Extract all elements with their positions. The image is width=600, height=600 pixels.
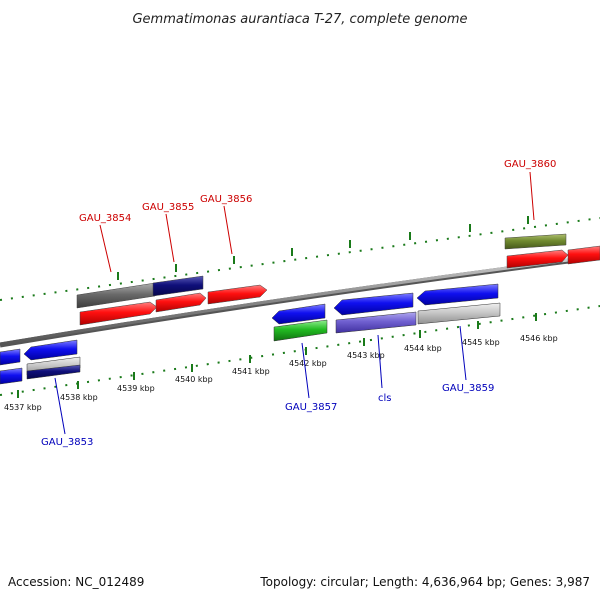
cds-gau-3859[interactable]: [416, 283, 499, 306]
label-gau-3855[interactable]: GAU_3855: [142, 202, 194, 213]
topology-text: Topology: circular; Length: 4,636,964 bp…: [259, 575, 590, 589]
cds-left-fragment-2[interactable]: [0, 367, 23, 385]
forward-gene-labels: GAU_3854 GAU_3855 GAU_3856 GAU_3860: [79, 159, 556, 273]
feature-cls-bar[interactable]: [335, 311, 417, 334]
label-gau-3859[interactable]: GAU_3859: [442, 383, 494, 394]
tick-label-4539: 4539 kbp: [117, 384, 155, 393]
label-gau-3854[interactable]: GAU_3854: [79, 213, 131, 224]
outer-tick-track: [0, 217, 600, 301]
feature-gau-3860-bar[interactable]: [504, 233, 567, 250]
reverse-features: [0, 283, 501, 385]
tick-labels: 4537 kbp 4538 kbp 4539 kbp 4540 kbp 4541…: [4, 334, 558, 412]
accession-text: Accession: NC_012489: [8, 575, 144, 589]
leader-gau-3857: [301, 342, 310, 399]
feature-gau-3859-bar[interactable]: [417, 302, 501, 325]
inner-major-ticks: [17, 313, 537, 398]
cds-gau-3853[interactable]: [23, 339, 78, 361]
tick-label-4537: 4537 kbp: [4, 403, 42, 412]
cds-gau-3854[interactable]: [79, 301, 158, 326]
cds-gau-3856[interactable]: [207, 284, 268, 305]
leader-gau-3856: [223, 205, 233, 255]
tick-label-4545: 4545 kbp: [462, 338, 500, 347]
cds-gau-3861[interactable]: [567, 245, 600, 265]
tick-label-4540: 4540 kbp: [175, 375, 213, 384]
outer-major-ticks: [117, 216, 529, 280]
leader-cls: [377, 334, 383, 389]
feature-gau-3853-bar-2[interactable]: [26, 364, 81, 380]
tick-label-4541: 4541 kbp: [232, 367, 270, 376]
leader-gau-3860: [529, 171, 535, 221]
leader-gau-3859: [459, 325, 467, 381]
feature-gau-3857-bar[interactable]: [273, 319, 328, 342]
cds-gau-3855[interactable]: [155, 292, 207, 313]
label-gau-3857[interactable]: GAU_3857: [285, 402, 337, 413]
leader-gau-3853: [54, 377, 66, 435]
tick-label-4543: 4543 kbp: [347, 351, 385, 360]
cds-gau-3860[interactable]: [506, 249, 569, 269]
tick-label-4542: 4542 kbp: [289, 359, 327, 368]
reverse-gene-labels: GAU_3853 GAU_3857 cls GAU_3859: [41, 325, 494, 448]
tick-label-4544: 4544 kbp: [404, 344, 442, 353]
forward-features: [76, 233, 600, 326]
feature-gau-3855-bar[interactable]: [152, 275, 204, 297]
leader-gau-3855: [165, 213, 175, 263]
feature-gau-3854-bar[interactable]: [76, 282, 156, 309]
cds-gau-3857[interactable]: [271, 303, 326, 325]
cds-cls[interactable]: [333, 292, 414, 316]
label-cls[interactable]: cls: [378, 393, 392, 404]
leader-gau-3854: [99, 224, 112, 273]
label-gau-3860[interactable]: GAU_3860: [504, 159, 556, 170]
label-gau-3853[interactable]: GAU_3853: [41, 437, 93, 448]
tick-label-4546: 4546 kbp: [520, 334, 558, 343]
cds-left-fragment-1[interactable]: [0, 348, 21, 366]
label-gau-3856[interactable]: GAU_3856: [200, 194, 252, 205]
tick-label-4538: 4538 kbp: [60, 393, 98, 402]
map-title: Gemmatimonas aurantiaca T-27, complete g…: [132, 12, 467, 27]
